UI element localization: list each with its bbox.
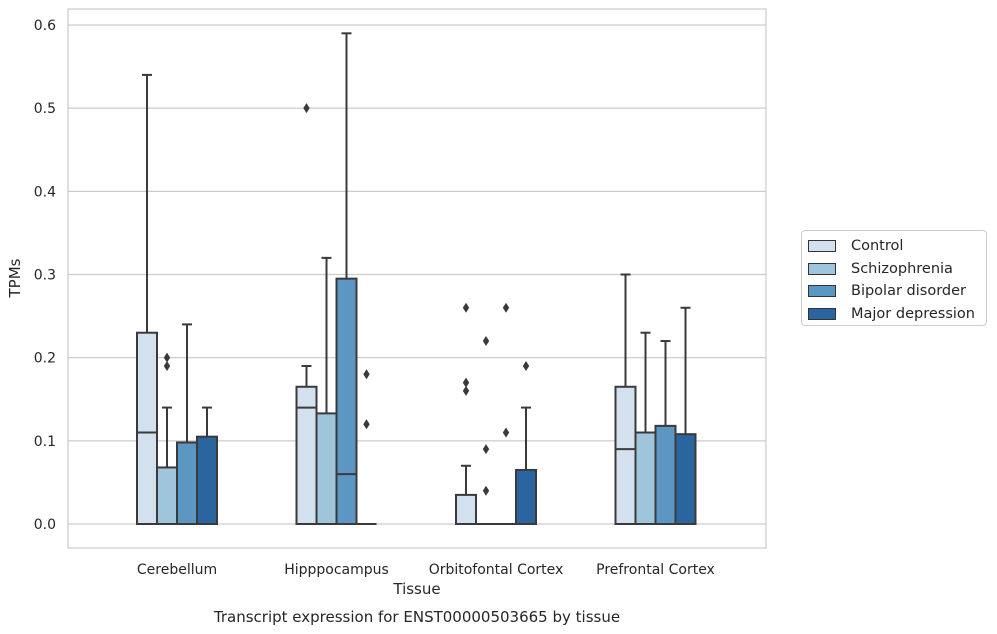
box-body xyxy=(515,468,537,525)
plot-frame xyxy=(67,8,767,549)
box-bipolar-disorder xyxy=(335,32,358,525)
outlier-point xyxy=(462,302,470,313)
box-body xyxy=(136,331,158,526)
box-body xyxy=(156,466,178,525)
legend-swatch-control xyxy=(808,240,836,253)
y-tick-label: 0.2 xyxy=(34,351,56,367)
box-major-depression xyxy=(515,360,537,525)
legend: Control Schizophrenia Bipolar disorder M… xyxy=(801,230,987,326)
legend-label-schizophrenia: Schizophrenia xyxy=(851,260,953,277)
box-schizophrenia xyxy=(476,336,496,525)
box-body xyxy=(455,493,477,525)
legend-swatch-major-depression xyxy=(808,307,836,320)
y-tick-label: 0.6 xyxy=(34,18,56,34)
box-schizophrenia xyxy=(156,352,178,525)
outlier-point xyxy=(482,444,490,455)
box-body xyxy=(614,385,637,525)
outlier-point xyxy=(462,377,470,388)
outlier-point xyxy=(522,360,530,371)
box-body xyxy=(654,424,677,526)
box-bipolar-disorder xyxy=(654,340,677,526)
box-body xyxy=(634,431,657,525)
legend-item-bipolar-disorder: Bipolar disorder xyxy=(808,280,980,303)
outlier-point xyxy=(163,352,171,363)
y-axis-title: TPMs xyxy=(6,258,24,298)
legend-label-bipolar-disorder: Bipolar disorder xyxy=(851,283,966,300)
box-body xyxy=(196,435,218,525)
legend-item-control: Control xyxy=(808,235,980,258)
y-tick-label: 0.5 xyxy=(34,101,56,117)
outlier-point xyxy=(482,485,490,496)
outlier-point xyxy=(163,360,171,371)
box-major-depression xyxy=(674,306,697,525)
outlier-point xyxy=(462,385,470,396)
box-control xyxy=(295,103,318,525)
box-control xyxy=(455,302,477,525)
box-body xyxy=(335,277,358,525)
x-tick-label: Orbitofontal Cortex xyxy=(429,562,564,578)
chart-caption: Transcript expression for ENST0000050366… xyxy=(213,608,620,626)
outlier-point xyxy=(482,336,490,347)
box-body xyxy=(315,412,338,525)
outlier-point xyxy=(502,302,510,313)
x-axis: Cerebellum Hipppocampus Orbitofontal Corte… xyxy=(137,562,715,578)
x-tick-label: Cerebellum xyxy=(137,562,217,578)
box-major-depression xyxy=(356,369,377,525)
outlier-point xyxy=(363,369,370,380)
x-tick-label: Prefrontal Cortex xyxy=(596,562,715,578)
box-body xyxy=(176,441,198,525)
box-schizophrenia xyxy=(315,256,338,525)
box-bipolar-disorder xyxy=(496,302,516,525)
y-tick-label: 0.0 xyxy=(34,517,56,533)
box-schizophrenia xyxy=(634,331,657,525)
y-gridlines xyxy=(68,24,766,525)
box-bipolar-disorder xyxy=(176,323,198,525)
plot-area xyxy=(136,32,697,526)
box-control xyxy=(136,73,158,526)
x-tick-label: Hipppocampus xyxy=(284,562,389,578)
box-control xyxy=(614,273,637,525)
legend-label-control: Control xyxy=(851,238,904,255)
outlier-point xyxy=(303,103,310,114)
legend-label-major-depression: Major depression xyxy=(851,305,975,322)
y-tick-label: 0.1 xyxy=(34,434,56,450)
outlier-point xyxy=(502,427,510,438)
outlier-point xyxy=(363,419,370,430)
y-tick-label: 0.4 xyxy=(34,184,56,200)
x-axis-title: Tissue xyxy=(392,580,440,598)
legend-item-schizophrenia: Schizophrenia xyxy=(808,258,980,281)
box-body xyxy=(674,433,697,525)
box-major-depression xyxy=(196,406,218,525)
legend-swatch-schizophrenia xyxy=(808,262,836,275)
y-tick-label: 0.3 xyxy=(34,267,56,283)
legend-item-major-depression: Major depression xyxy=(808,303,980,326)
legend-swatch-bipolar-disorder xyxy=(808,285,836,298)
y-axis: 0.0 0.1 0.2 0.3 0.4 0.5 0.6 xyxy=(34,18,56,533)
